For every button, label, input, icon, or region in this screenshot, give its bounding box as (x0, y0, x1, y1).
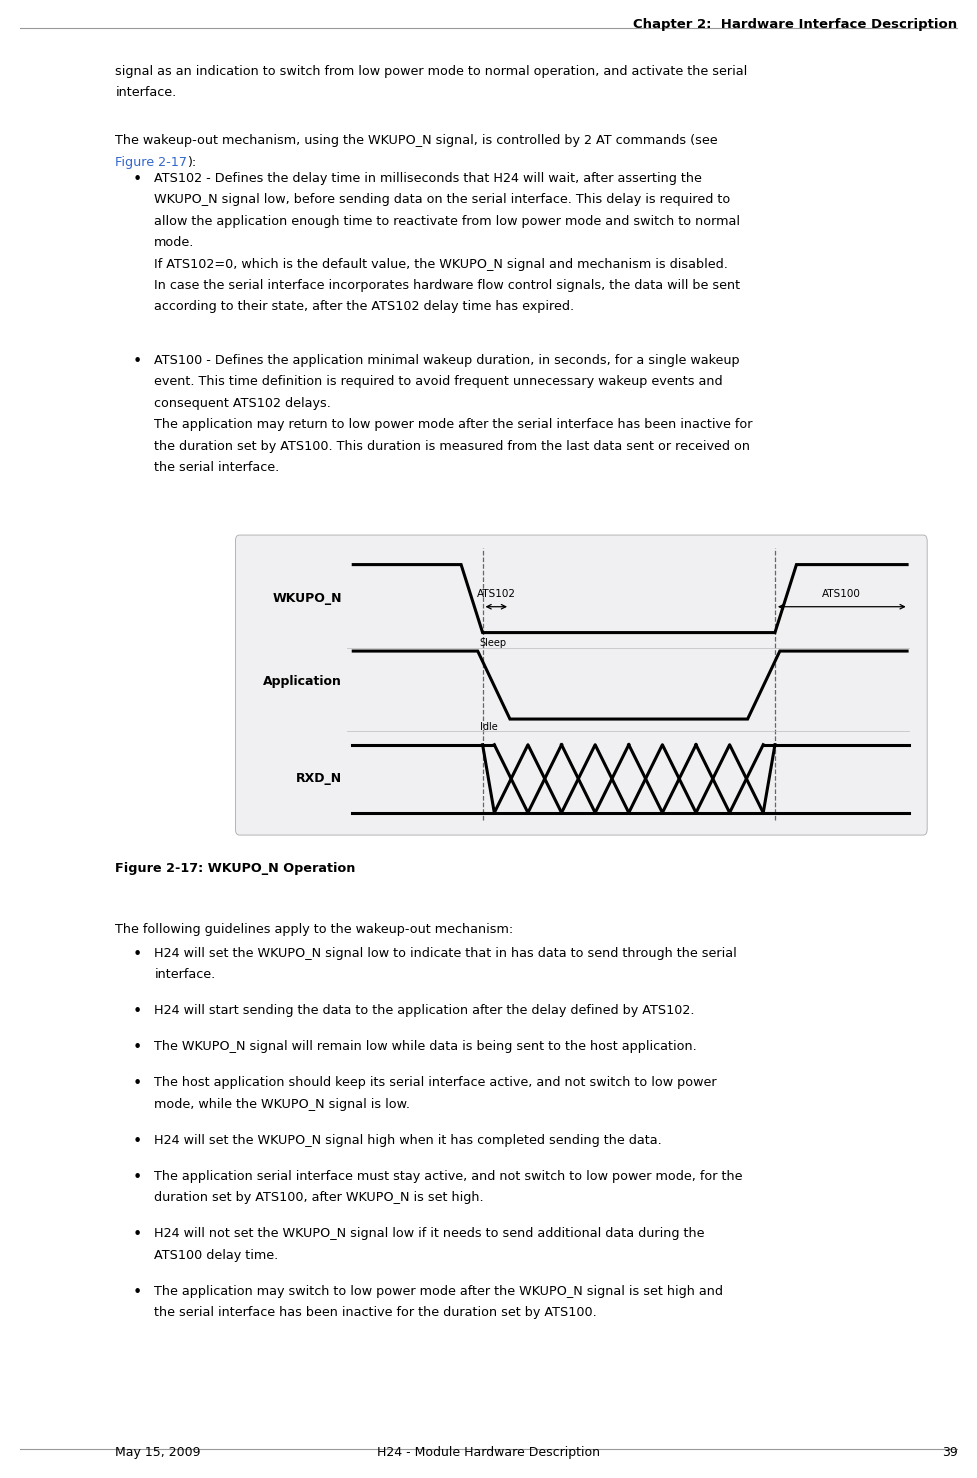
FancyBboxPatch shape (235, 535, 927, 835)
Text: The following guidelines apply to the wakeup-out mechanism:: The following guidelines apply to the wa… (115, 922, 514, 936)
Text: mode, while the WKUPO_N signal is low.: mode, while the WKUPO_N signal is low. (154, 1098, 410, 1110)
Text: ATS102: ATS102 (477, 590, 516, 600)
Text: •: • (133, 1004, 142, 1018)
Text: H24 will start sending the data to the application after the delay defined by AT: H24 will start sending the data to the a… (154, 1004, 695, 1017)
Text: Application: Application (263, 675, 342, 689)
Text: Figure 2-17: Figure 2-17 (115, 157, 188, 168)
Text: •: • (133, 1134, 142, 1148)
Text: May 15, 2009: May 15, 2009 (115, 1445, 201, 1459)
Text: ATS102 - Defines the delay time in milliseconds that H24 will wait, after assert: ATS102 - Defines the delay time in milli… (154, 171, 702, 185)
Text: the serial interface has been inactive for the duration set by ATS100.: the serial interface has been inactive f… (154, 1307, 597, 1320)
Text: the duration set by ATS100. This duration is measured from the last data sent or: the duration set by ATS100. This duratio… (154, 439, 750, 452)
Text: Idle: Idle (480, 723, 497, 732)
Text: H24 will set the WKUPO_N signal high when it has completed sending the data.: H24 will set the WKUPO_N signal high whe… (154, 1134, 662, 1147)
Text: according to their state, after the ATS102 delay time has expired.: according to their state, after the ATS1… (154, 300, 574, 313)
Text: 39: 39 (942, 1445, 957, 1459)
Text: ):: ): (187, 157, 195, 168)
Text: The application may return to low power mode after the serial interface has been: The application may return to low power … (154, 418, 753, 432)
Text: mode.: mode. (154, 236, 194, 250)
Text: signal as an indication to switch from low power mode to normal operation, and a: signal as an indication to switch from l… (115, 65, 747, 78)
Text: •: • (133, 946, 142, 962)
Text: allow the application enough time to reactivate from low power mode and switch t: allow the application enough time to rea… (154, 214, 741, 228)
Text: interface.: interface. (154, 968, 216, 981)
Text: In case the serial interface incorporates hardware flow control signals, the dat: In case the serial interface incorporate… (154, 279, 741, 293)
Text: •: • (133, 1284, 142, 1299)
Text: RXD_N: RXD_N (296, 772, 342, 785)
Text: H24 will not set the WKUPO_N signal low if it needs to send additional data duri: H24 will not set the WKUPO_N signal low … (154, 1227, 704, 1240)
Text: The application serial interface must stay active, and not switch to low power m: The application serial interface must st… (154, 1169, 743, 1182)
Text: ATS100 delay time.: ATS100 delay time. (154, 1249, 278, 1262)
Text: consequent ATS102 delays.: consequent ATS102 delays. (154, 396, 331, 409)
Text: WKUPO_N: WKUPO_N (273, 593, 342, 605)
Text: event. This time definition is required to avoid frequent unnecessary wakeup eve: event. This time definition is required … (154, 375, 723, 389)
Text: If ATS102=0, which is the default value, the WKUPO_N signal and mechanism is dis: If ATS102=0, which is the default value,… (154, 257, 728, 270)
Text: •: • (133, 1041, 142, 1055)
Text: ATS100: ATS100 (823, 590, 861, 600)
Text: ATS100 - Defines the application minimal wakeup duration, in seconds, for a sing: ATS100 - Defines the application minimal… (154, 353, 740, 367)
Text: duration set by ATS100, after WKUPO_N is set high.: duration set by ATS100, after WKUPO_N is… (154, 1191, 484, 1205)
Text: the serial interface.: the serial interface. (154, 461, 279, 474)
Text: •: • (133, 1227, 142, 1242)
Text: Chapter 2:  Hardware Interface Description: Chapter 2: Hardware Interface Descriptio… (633, 18, 957, 31)
Text: The host application should keep its serial interface active, and not switch to : The host application should keep its ser… (154, 1076, 717, 1089)
Text: interface.: interface. (115, 86, 177, 99)
Text: The wakeup-out mechanism, using the WKUPO_N signal, is controlled by 2 AT comman: The wakeup-out mechanism, using the WKUP… (115, 134, 718, 148)
Text: •: • (133, 171, 142, 186)
Text: •: • (133, 1169, 142, 1185)
Text: The WKUPO_N signal will remain low while data is being sent to the host applicat: The WKUPO_N signal will remain low while… (154, 1041, 698, 1054)
Text: WKUPO_N signal low, before sending data on the serial interface. This delay is r: WKUPO_N signal low, before sending data … (154, 194, 731, 207)
Text: H24 - Module Hardware Description: H24 - Module Hardware Description (377, 1445, 600, 1459)
Text: Figure 2-17: WKUPO_N Operation: Figure 2-17: WKUPO_N Operation (115, 862, 356, 875)
Text: H24 will set the WKUPO_N signal low to indicate that in has data to send through: H24 will set the WKUPO_N signal low to i… (154, 946, 737, 959)
Text: The application may switch to low power mode after the WKUPO_N signal is set hig: The application may switch to low power … (154, 1284, 723, 1298)
Text: Sleep: Sleep (480, 638, 507, 647)
Text: •: • (133, 1076, 142, 1091)
Text: •: • (133, 353, 142, 370)
